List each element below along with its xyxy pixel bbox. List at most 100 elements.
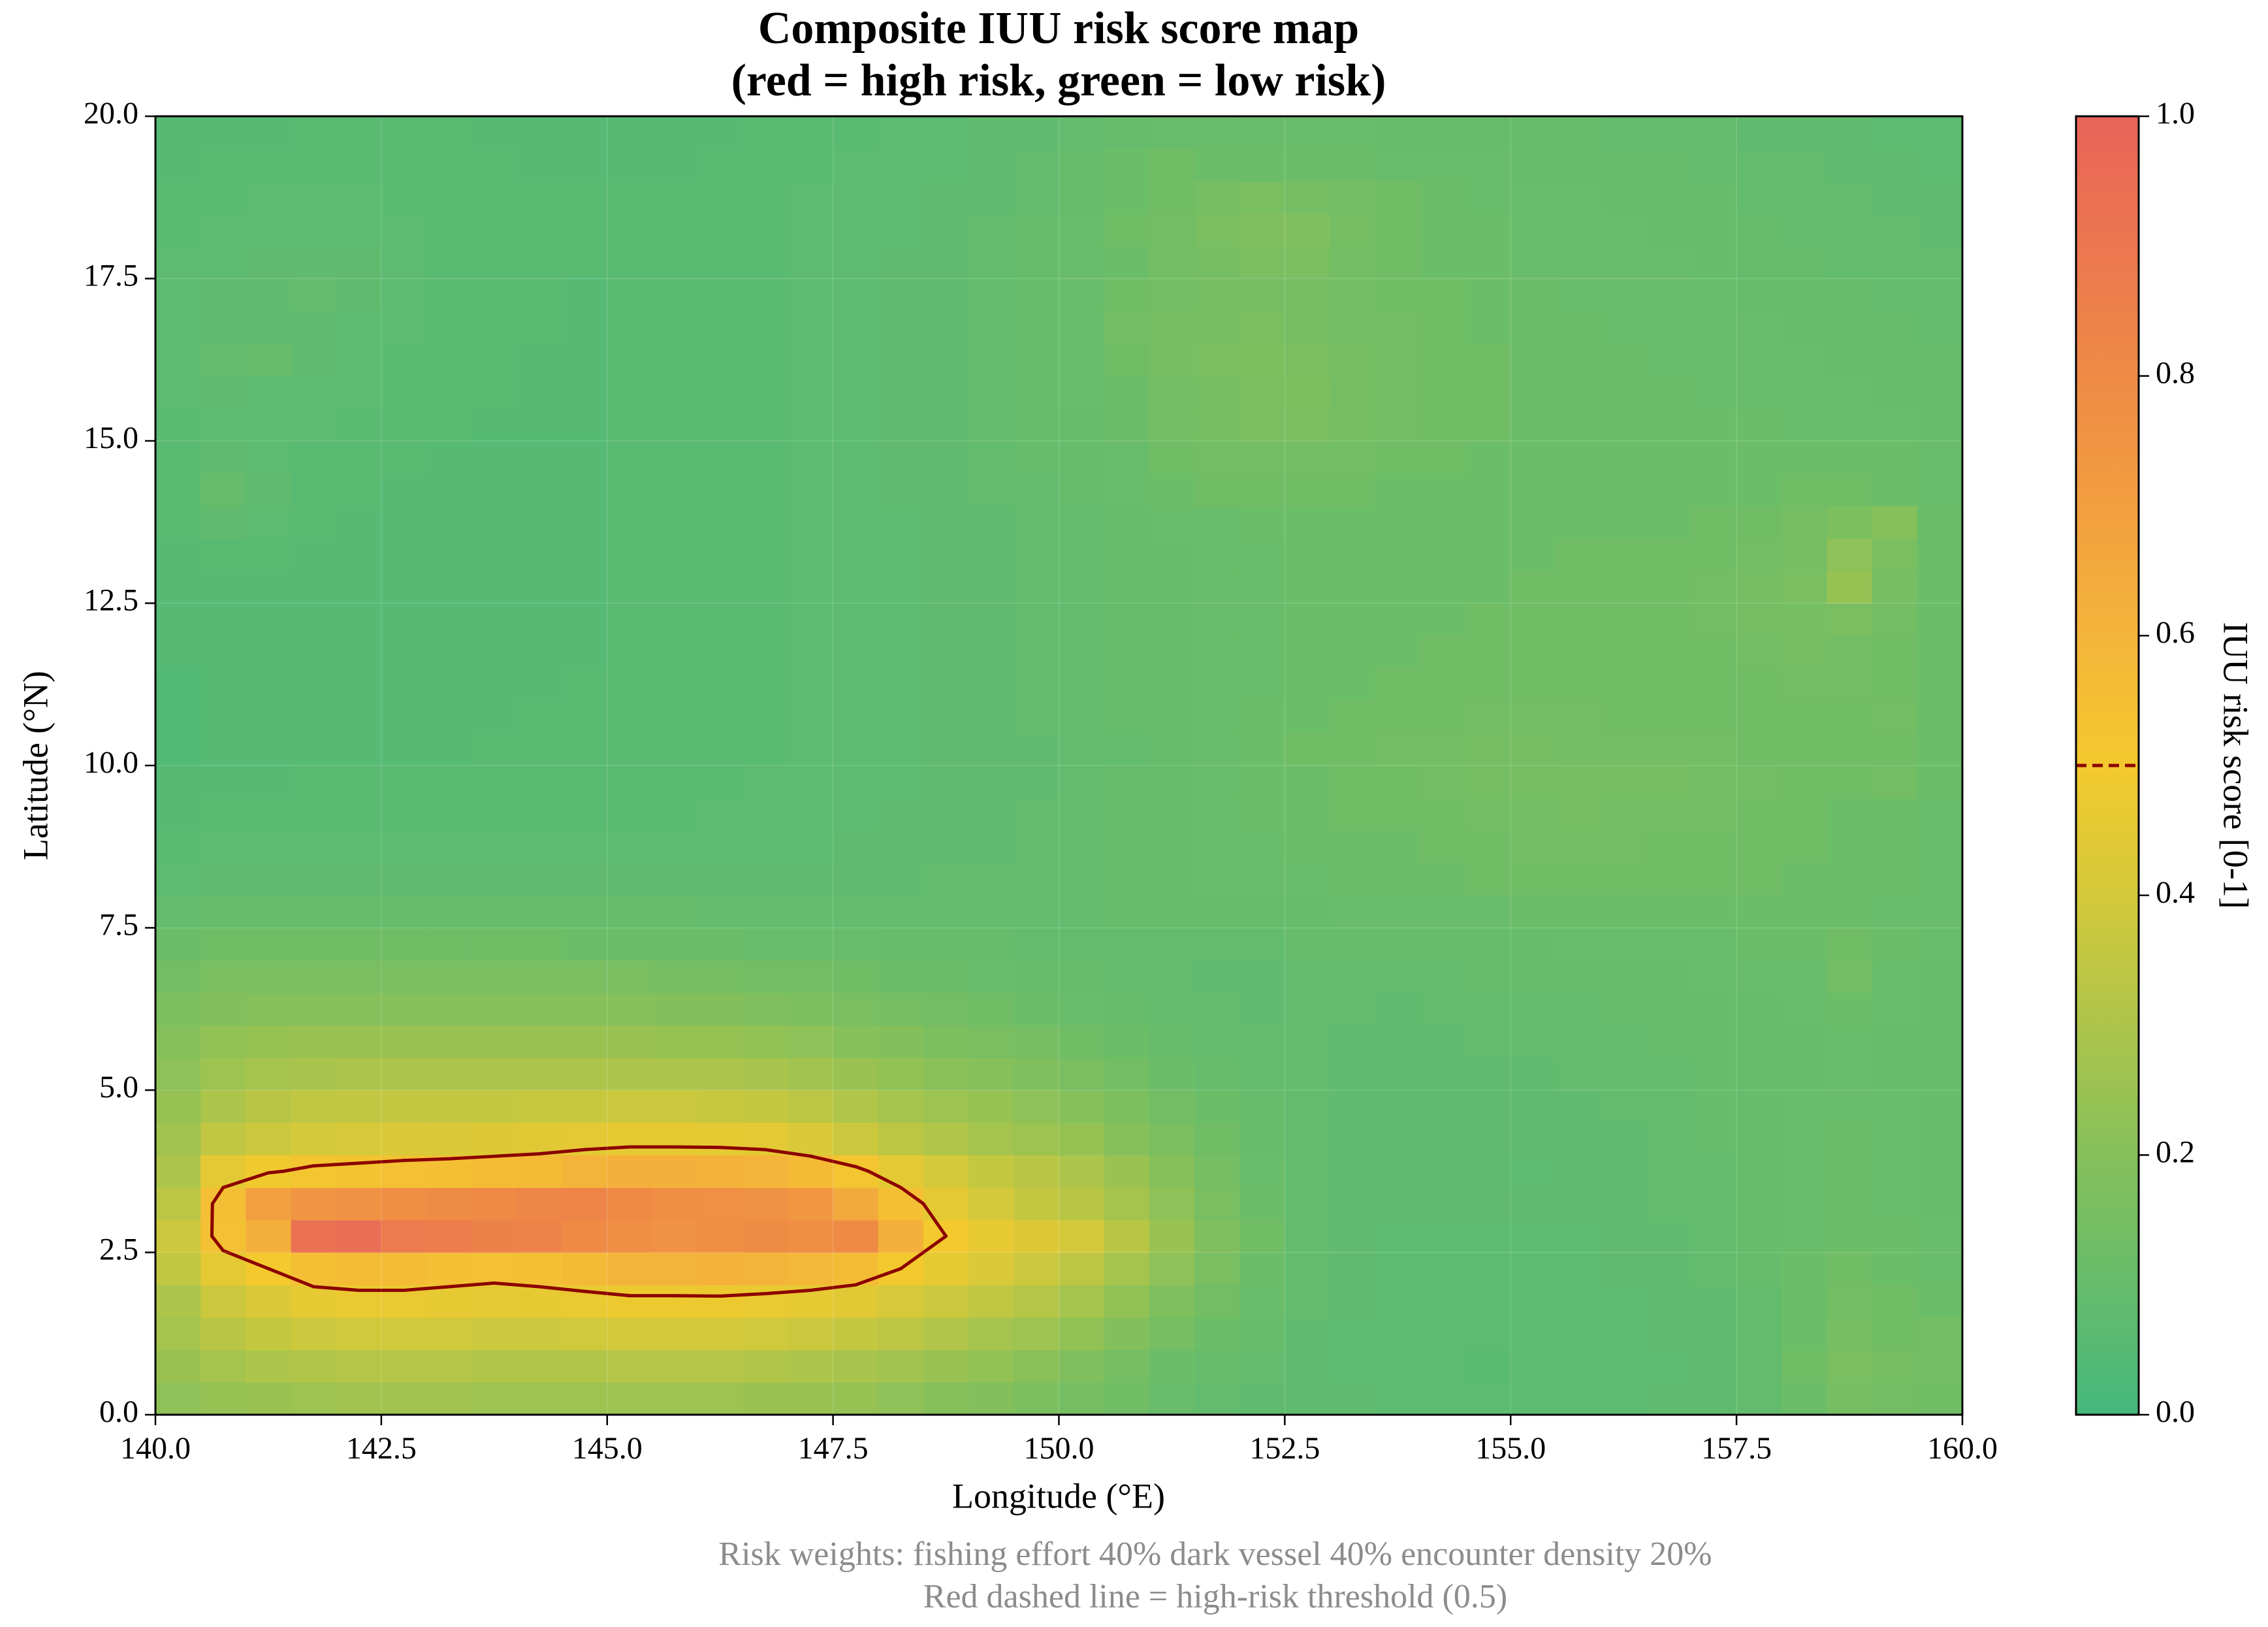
heat-cell	[1917, 927, 1963, 961]
heat-cell	[1285, 603, 1331, 636]
heat-cell	[1420, 1219, 1466, 1253]
heat-cell	[1104, 733, 1150, 766]
heat-cell	[1556, 830, 1602, 863]
heat-cell	[1239, 830, 1285, 863]
heat-cell	[1827, 246, 1873, 280]
heat-cell	[336, 278, 382, 312]
heat-cell	[1375, 1155, 1421, 1188]
heat-cell	[1917, 506, 1963, 539]
heat-cell	[381, 570, 427, 604]
heat-cell	[1330, 1057, 1376, 1091]
heat-cell	[1556, 1219, 1602, 1253]
heat-cell	[1917, 343, 1963, 377]
heat-cell	[155, 1252, 201, 1285]
heat-cell	[833, 1122, 879, 1155]
heat-cell	[1194, 1349, 1240, 1383]
heat-cell	[1646, 636, 1692, 669]
heat-cell	[1149, 830, 1195, 863]
heat-cell	[878, 538, 924, 572]
heat-cell	[607, 1187, 653, 1221]
heat-cell	[1330, 700, 1376, 733]
heat-cell	[471, 214, 517, 247]
threshold-contour	[402, 1285, 451, 1292]
heat-cell	[291, 895, 337, 929]
heat-cell	[155, 148, 201, 182]
heat-cell	[607, 376, 653, 409]
heat-cell	[1872, 1155, 1918, 1188]
heat-cell	[291, 441, 337, 474]
heat-cell	[743, 311, 789, 344]
heat-cell	[1465, 1382, 1511, 1415]
heat-cell	[246, 830, 292, 863]
heat-cell	[200, 116, 246, 150]
heat-cell	[1691, 506, 1737, 539]
heat-cell	[923, 765, 969, 799]
heat-cell	[1646, 895, 1692, 929]
heat-cell	[1239, 797, 1285, 831]
heat-cell	[1465, 603, 1511, 636]
heat-cell	[291, 408, 337, 442]
heat-cell	[1872, 1285, 1918, 1318]
heat-cell	[336, 570, 382, 604]
heat-cell	[743, 441, 789, 474]
heat-cell	[1375, 1252, 1421, 1285]
heat-cell	[1601, 960, 1647, 993]
heat-cell	[833, 960, 879, 993]
heat-cell	[607, 1122, 653, 1155]
heat-cell	[1646, 733, 1692, 766]
heat-cell	[1059, 1090, 1105, 1123]
heat-cell	[743, 148, 789, 182]
heat-cell	[1601, 1025, 1647, 1058]
heat-cell	[1059, 1382, 1105, 1415]
heat-cell	[968, 441, 1014, 474]
heat-cell	[562, 116, 608, 150]
heat-cell	[697, 311, 743, 344]
heat-cell	[1420, 148, 1466, 182]
heat-cell	[923, 246, 969, 280]
heat-cell	[743, 214, 789, 247]
heat-cell	[517, 278, 563, 312]
heat-cell	[743, 797, 789, 831]
heat-cell	[1194, 960, 1240, 993]
heat-cell	[426, 116, 472, 150]
heat-cell	[1285, 797, 1331, 831]
heat-cell	[607, 1382, 653, 1415]
heat-cell	[968, 603, 1014, 636]
y-axis-label: Latitude (°N)	[16, 671, 55, 860]
heat-cell	[607, 1025, 653, 1058]
heat-cell	[1872, 214, 1918, 247]
heat-cell	[1014, 1122, 1060, 1155]
heat-cell	[1375, 1317, 1421, 1351]
heat-cell	[246, 733, 292, 766]
heat-cell	[1149, 148, 1195, 182]
heat-cell	[1556, 506, 1602, 539]
heat-cell	[1285, 960, 1331, 993]
heat-cell	[788, 603, 834, 636]
heat-cell	[878, 895, 924, 929]
heat-cell	[155, 895, 201, 929]
heat-cell	[1014, 1252, 1060, 1285]
heat-cell	[697, 376, 743, 409]
heat-cell	[1510, 473, 1557, 506]
threshold-contour	[210, 1234, 225, 1253]
heat-cell	[517, 927, 563, 961]
heat-cell	[968, 1122, 1014, 1155]
heat-cell	[743, 636, 789, 669]
heat-cell	[1646, 1090, 1692, 1123]
heat-cell	[517, 830, 563, 863]
heat-cell	[652, 538, 698, 572]
heat-cell	[336, 376, 382, 409]
heat-cell	[923, 116, 969, 150]
heat-cell	[1104, 960, 1150, 993]
heat-cell	[381, 1219, 427, 1253]
heat-cell	[878, 1317, 924, 1351]
heat-cell	[1556, 181, 1602, 214]
heat-cell	[1827, 214, 1873, 247]
heat-cell	[878, 1122, 924, 1155]
heat-cell	[878, 960, 924, 993]
heat-cell	[381, 538, 427, 572]
heat-cell	[1420, 1057, 1466, 1091]
heat-cell	[562, 765, 608, 799]
heat-cell	[697, 700, 743, 733]
heat-cell	[923, 1382, 969, 1415]
